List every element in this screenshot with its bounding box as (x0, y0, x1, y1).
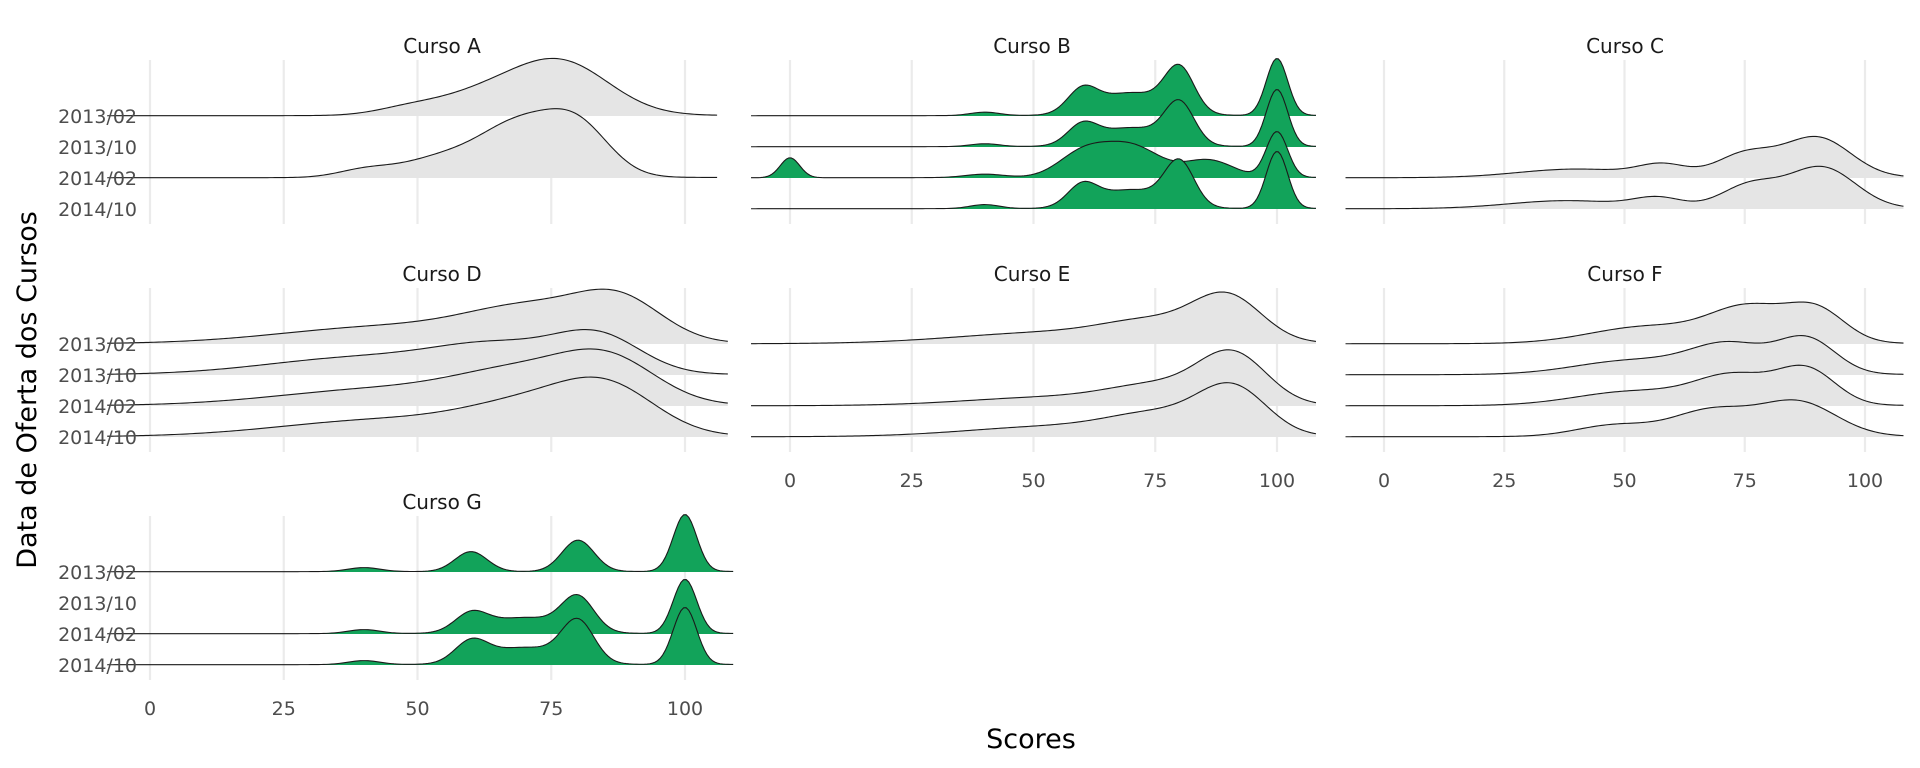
y-tick-label: 2014/02 (58, 168, 137, 190)
x-tick-label: 25 (1492, 470, 1516, 492)
y-tick-label: 2014/10 (58, 427, 137, 449)
ridge-fill-curso-f-2014-10 (1345, 399, 1904, 437)
x-tick-label: 100 (1259, 470, 1295, 492)
panel-curso-a: Curso A (107, 34, 718, 224)
strip-title: Curso D (402, 262, 481, 286)
x-tick-label: 100 (667, 698, 703, 720)
ridge-fill-curso-g-2014-02 (107, 579, 734, 634)
ridge-fill-curso-g-2014-10 (107, 607, 734, 665)
ridge-line-curso-f-2014-02 (1345, 364, 1904, 407)
x-tick-label: 0 (144, 698, 156, 720)
y-tick-label: 2013/02 (58, 334, 137, 356)
ridge-line-curso-f-2014-10 (1345, 399, 1904, 438)
y-tick-label: 2013/10 (58, 593, 137, 615)
x-tick-label: 0 (1378, 470, 1390, 492)
ridge-line-curso-d-2013-02 (107, 288, 728, 344)
x-tick-label: 50 (405, 698, 429, 720)
ridge-line-curso-f-2013-10 (1345, 335, 1904, 376)
ridge-line-curso-d-2013-10 (107, 329, 728, 375)
ridge-line-curso-b-2013-10 (751, 89, 1316, 148)
x-axis-title: Scores (986, 724, 1076, 755)
y-tick-label: 2014/10 (58, 199, 137, 221)
y-tick-label: 2014/02 (58, 624, 137, 646)
strip-title: Curso G (402, 490, 481, 514)
x-tick-label: 25 (900, 470, 924, 492)
y-tick-label: 2013/02 (58, 562, 137, 584)
ridge-line-curso-d-2014-10 (107, 376, 728, 437)
ridge-fill-curso-f-2013-02 (1345, 302, 1904, 344)
ridge-fill-curso-e-2014-10 (751, 382, 1316, 437)
ridge-line-curso-g-2014-10 (107, 607, 734, 666)
y-tick-label: 2014/10 (58, 655, 137, 677)
x-tick-label: 0 (784, 470, 796, 492)
strip-title: Curso B (993, 34, 1071, 58)
x-tick-label: 75 (1143, 470, 1167, 492)
ridge-fill-curso-e-2013-02 (751, 292, 1316, 344)
x-tick-label: 50 (1021, 470, 1045, 492)
ridge-line-curso-e-2014-10 (751, 382, 1317, 438)
x-tick-label: 25 (272, 698, 296, 720)
ridge-line-curso-e-2013-02 (751, 291, 1317, 345)
strip-title: Curso A (403, 34, 481, 58)
ridge-fill-curso-e-2014-02 (751, 349, 1316, 406)
strip-title: Curso C (1586, 34, 1664, 58)
ridge-line-curso-f-2013-02 (1345, 301, 1904, 345)
ridge-fill-curso-c-2014-02 (1345, 136, 1904, 178)
ridge-fill-curso-c-2014-10 (1345, 166, 1904, 209)
ridge-fill-curso-b-2013-10 (751, 89, 1316, 147)
y-tick-label: 2013/02 (58, 106, 137, 128)
panel-curso-g: Curso G (107, 490, 734, 680)
y-tick-label: 2014/02 (58, 396, 137, 418)
ridge-line-curso-g-2014-02 (107, 579, 734, 635)
panel-curso-e: Curso E (751, 262, 1317, 452)
ridge-line-curso-c-2014-10 (1345, 165, 1904, 210)
ridge-line-curso-c-2014-02 (1345, 135, 1904, 179)
y-tick-label: 2013/10 (58, 365, 137, 387)
ridge-fill-curso-f-2013-10 (1345, 335, 1904, 375)
ridge-fill-curso-b-2014-10 (751, 151, 1316, 209)
ridge-fill-curso-a-2013-02 (107, 58, 718, 116)
x-tick-label: 75 (1733, 470, 1757, 492)
ridge-line-curso-b-2013-02 (751, 58, 1316, 117)
ridge-line-curso-a-2014-02 (107, 108, 718, 179)
ridge-line-curso-a-2013-02 (107, 57, 718, 117)
ridge-line-curso-g-2013-02 (107, 514, 734, 573)
y-tick-label: 2013/10 (58, 137, 137, 159)
panel-curso-f: Curso F (1345, 262, 1904, 452)
ridge-fill-curso-a-2014-02 (107, 108, 718, 178)
panel-curso-d: Curso D (107, 262, 728, 452)
panel-curso-b: Curso B (751, 34, 1316, 224)
x-tick-label: 100 (1847, 470, 1883, 492)
ridge-line-curso-e-2014-02 (751, 349, 1317, 407)
panel-curso-c: Curso C (1345, 34, 1904, 224)
strip-title: Curso F (1587, 262, 1662, 286)
ridge-fill-curso-f-2014-02 (1345, 365, 1904, 406)
ridge-fill-curso-g-2013-02 (107, 514, 734, 572)
ridge-fill-curso-d-2014-10 (107, 377, 728, 437)
ridge-line-curso-b-2014-10 (751, 151, 1316, 210)
strip-title: Curso E (994, 262, 1071, 286)
x-tick-label: 75 (539, 698, 563, 720)
y-axis-title: Data de Oferta dos Cursos (12, 211, 43, 569)
ridge-line-curso-b-2014-02 (751, 131, 1316, 179)
x-tick-label: 50 (1612, 470, 1636, 492)
ridge-line-curso-d-2014-02 (107, 348, 728, 406)
